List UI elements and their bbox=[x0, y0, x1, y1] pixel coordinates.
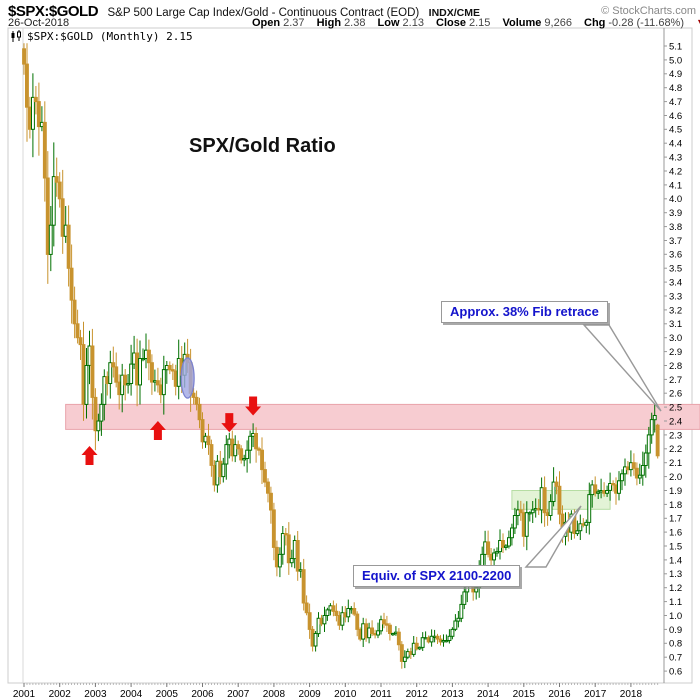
svg-text:2014: 2014 bbox=[477, 689, 500, 700]
svg-text:3.6: 3.6 bbox=[669, 250, 682, 261]
quote-line: Open 2.37 High 2.38 Low 2.13 Close 2.15 Volu… bbox=[252, 17, 700, 29]
svg-text:3.7: 3.7 bbox=[669, 236, 682, 247]
copyright-label: © StockCharts.com bbox=[601, 5, 696, 17]
chart-title: SPX/Gold Ratio bbox=[189, 135, 336, 157]
volume-value: 9,266 bbox=[544, 17, 572, 29]
svg-text:2003: 2003 bbox=[84, 689, 107, 700]
svg-text:1.1: 1.1 bbox=[669, 597, 682, 608]
close-label: Close bbox=[436, 17, 466, 29]
svg-text:2.0: 2.0 bbox=[669, 472, 682, 483]
svg-text:4.2: 4.2 bbox=[669, 166, 682, 177]
low-value: 2.13 bbox=[402, 17, 424, 29]
svg-text:2013: 2013 bbox=[441, 689, 464, 700]
svg-text:2007: 2007 bbox=[227, 689, 250, 700]
quote-change: Chg -0.28 (-11.68%) bbox=[584, 17, 684, 29]
legend-label: $SPX:$GOLD (Monthly) 2.15 bbox=[27, 30, 193, 43]
svg-text:4.8: 4.8 bbox=[669, 83, 682, 94]
svg-text:4.4: 4.4 bbox=[669, 139, 682, 150]
svg-text:4.9: 4.9 bbox=[669, 69, 682, 80]
open-label: Open bbox=[252, 17, 281, 29]
close-value: 2.15 bbox=[469, 17, 491, 29]
svg-text:4.5: 4.5 bbox=[669, 125, 682, 136]
svg-text:3.0: 3.0 bbox=[669, 333, 682, 344]
high-label: High bbox=[316, 17, 342, 29]
svg-text:1.5: 1.5 bbox=[669, 541, 682, 552]
svg-text:1.6: 1.6 bbox=[669, 528, 682, 539]
svg-text:0.7: 0.7 bbox=[669, 653, 682, 664]
svg-text:2.3: 2.3 bbox=[669, 430, 682, 441]
chart-legend: $SPX:$GOLD (Monthly) 2.15 bbox=[10, 30, 193, 43]
svg-text:2012: 2012 bbox=[406, 689, 429, 700]
svg-text:2002: 2002 bbox=[49, 689, 72, 700]
svg-text:3.1: 3.1 bbox=[669, 319, 682, 330]
svg-text:1.7: 1.7 bbox=[669, 514, 682, 525]
quote-row: 26-Oct-2018 Open 2.37 High 2.38 Low 2.13 Cl… bbox=[8, 17, 700, 29]
change-label: Chg bbox=[584, 17, 606, 29]
open-value: 2.37 bbox=[283, 17, 305, 29]
svg-text:2017: 2017 bbox=[584, 689, 607, 700]
svg-text:2.4: 2.4 bbox=[669, 416, 682, 427]
svg-text:3.5: 3.5 bbox=[669, 264, 682, 275]
svg-text:0.9: 0.9 bbox=[669, 625, 682, 636]
svg-text:4.1: 4.1 bbox=[669, 180, 682, 191]
svg-text:4.6: 4.6 bbox=[669, 111, 682, 122]
svg-text:2001: 2001 bbox=[13, 689, 36, 700]
change-value: -0.28 (-11.68%) bbox=[608, 17, 684, 29]
svg-text:0.6: 0.6 bbox=[669, 667, 682, 678]
svg-text:2.2: 2.2 bbox=[669, 444, 682, 455]
svg-text:2.1: 2.1 bbox=[669, 458, 682, 469]
svg-text:3.9: 3.9 bbox=[669, 208, 682, 219]
svg-text:2.7: 2.7 bbox=[669, 375, 682, 386]
quote-high: High 2.38 bbox=[317, 17, 366, 29]
callout-spx-equiv: Equiv. of SPX 2100-2200 bbox=[353, 565, 521, 587]
svg-text:2011: 2011 bbox=[370, 689, 392, 700]
svg-text:1.9: 1.9 bbox=[669, 486, 682, 497]
svg-text:3.4: 3.4 bbox=[669, 278, 682, 289]
svg-text:4.3: 4.3 bbox=[669, 153, 682, 164]
svg-text:2015: 2015 bbox=[513, 689, 536, 700]
svg-text:2006: 2006 bbox=[191, 689, 214, 700]
ticker-symbol: $SPX:$GOLD bbox=[8, 3, 99, 20]
svg-text:4.7: 4.7 bbox=[669, 97, 682, 108]
svg-text:4.0: 4.0 bbox=[669, 194, 682, 205]
svg-text:2.6: 2.6 bbox=[669, 389, 682, 400]
exchange-label: INDX/CME bbox=[428, 7, 481, 19]
svg-text:1.8: 1.8 bbox=[669, 500, 682, 511]
svg-text:5.0: 5.0 bbox=[669, 55, 682, 66]
svg-text:2010: 2010 bbox=[334, 689, 357, 700]
svg-text:1.3: 1.3 bbox=[669, 569, 682, 580]
volume-label: Volume bbox=[502, 17, 542, 29]
quote-volume: Volume 9,266 bbox=[502, 17, 571, 29]
svg-text:2.8: 2.8 bbox=[669, 361, 682, 372]
svg-text:0.8: 0.8 bbox=[669, 639, 682, 650]
low-label: Low bbox=[377, 17, 400, 29]
svg-text:2004: 2004 bbox=[120, 689, 143, 700]
svg-text:3.8: 3.8 bbox=[669, 222, 682, 233]
svg-text:1.4: 1.4 bbox=[669, 555, 682, 566]
quote-date: 26-Oct-2018 bbox=[8, 17, 70, 29]
svg-text:2009: 2009 bbox=[298, 689, 321, 700]
svg-text:3.2: 3.2 bbox=[669, 305, 682, 316]
svg-text:2.9: 2.9 bbox=[669, 347, 682, 358]
svg-text:5.1: 5.1 bbox=[669, 41, 682, 52]
svg-text:3.3: 3.3 bbox=[669, 291, 682, 302]
candlestick-type-icon bbox=[11, 30, 21, 42]
high-value: 2.38 bbox=[344, 17, 366, 29]
symbol-description: S&P 500 Large Cap Index/Gold - Continuou… bbox=[107, 7, 420, 19]
svg-text:2018: 2018 bbox=[620, 689, 643, 700]
svg-text:2005: 2005 bbox=[156, 689, 179, 700]
quote-low: Low 2.13 bbox=[378, 17, 424, 29]
chart-header: $SPX:$GOLD S&P 500 Large Cap Index/Gold … bbox=[8, 3, 696, 21]
quote-open: Open 2.37 bbox=[252, 17, 305, 29]
svg-text:1.2: 1.2 bbox=[669, 583, 682, 594]
svg-text:2016: 2016 bbox=[548, 689, 571, 700]
change-down-triangle-icon: ▼ bbox=[696, 17, 700, 27]
callout-fib-retrace: Approx. 38% Fib retrace bbox=[441, 301, 608, 323]
svg-text:1.0: 1.0 bbox=[669, 611, 682, 622]
svg-text:2.5: 2.5 bbox=[669, 403, 682, 414]
quote-close: Close 2.15 bbox=[436, 17, 490, 29]
svg-text:2008: 2008 bbox=[263, 689, 286, 700]
